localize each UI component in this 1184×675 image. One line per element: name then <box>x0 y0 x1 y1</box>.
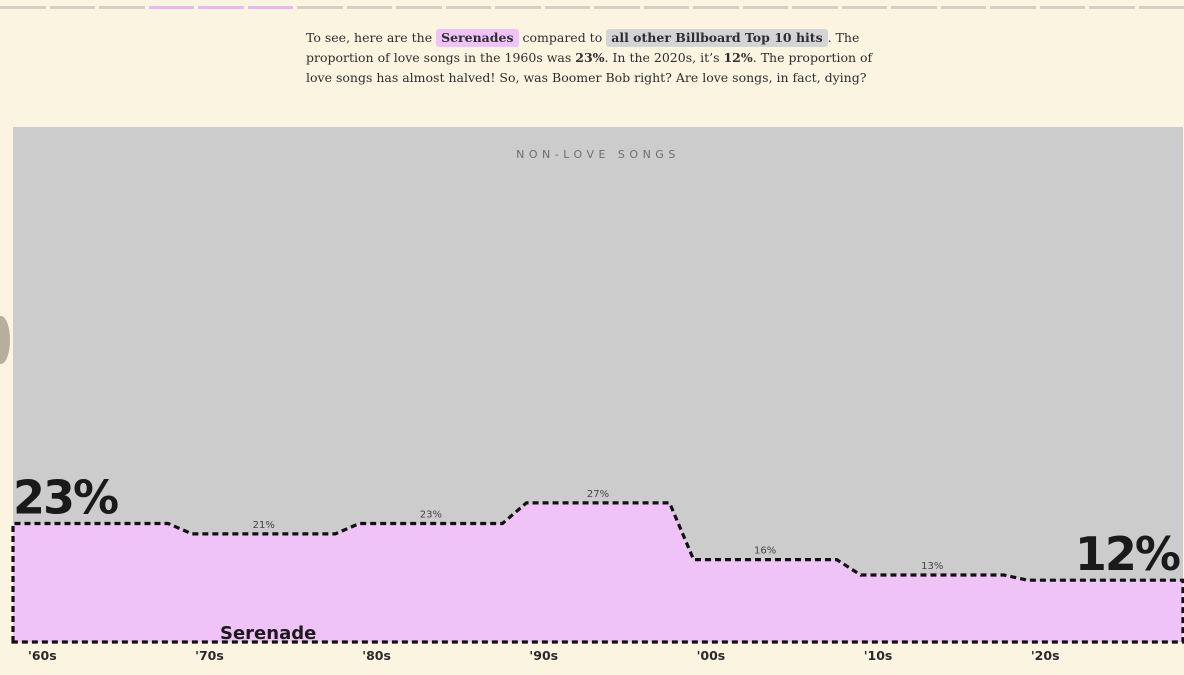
value-label: 23% <box>420 510 442 521</box>
progress-segment <box>247 6 293 9</box>
intro-text: To see, here are the <box>306 30 433 45</box>
intro-text: . The proportion of love songs in the 19… <box>306 30 860 65</box>
serenade-series-label: Serenade <box>220 623 316 644</box>
progress-segment <box>990 6 1036 9</box>
progress-segment <box>445 6 491 9</box>
progress-segment <box>297 6 343 9</box>
progress-segment <box>841 6 887 9</box>
serenades-tag[interactable]: Serenades <box>436 29 519 47</box>
progress-segment <box>643 6 689 9</box>
x-tick-label: '90s <box>529 648 558 663</box>
value-label: 21% <box>253 520 275 531</box>
progress-segment <box>198 6 244 9</box>
progress-segment <box>1138 6 1184 9</box>
x-tick-label: '60s <box>28 648 57 663</box>
progress-segment <box>396 6 442 9</box>
progress-segment <box>49 6 95 9</box>
x-tick-label: '20s <box>1031 648 1060 663</box>
value-label: 16% <box>754 546 776 557</box>
progress-segment <box>495 6 541 9</box>
other-hits-tag[interactable]: all other Billboard Top 10 hits <box>606 29 828 47</box>
x-tick-label: '70s <box>195 648 224 663</box>
intro-text: compared to <box>522 30 603 45</box>
x-tick-label: '00s <box>697 648 726 663</box>
non-love-songs-label: NON-LOVE SONGS <box>516 148 680 161</box>
side-handle[interactable] <box>0 316 10 364</box>
intro-paragraph: To see, here are the Serenades compared … <box>306 28 896 88</box>
big-value-label: 12% <box>1075 527 1180 581</box>
love-songs-outline <box>11 501 1184 644</box>
value-label: 27% <box>587 489 609 500</box>
progress-segment <box>544 6 590 9</box>
progress-segment <box>594 6 640 9</box>
x-tick-label: '10s <box>864 648 893 663</box>
progress-segment <box>99 6 145 9</box>
intro-text: . In the 2020s, it’s <box>604 50 720 65</box>
x-tick-label: '80s <box>362 648 391 663</box>
progress-segment <box>693 6 739 9</box>
big-value-label: 23% <box>13 471 118 525</box>
pct-2020s: 12% <box>723 50 753 65</box>
progress-segment <box>0 6 46 9</box>
story-progress-bar <box>0 0 1184 12</box>
progress-segment <box>742 6 788 9</box>
love-songs-area <box>13 502 1183 642</box>
progress-segment <box>792 6 838 9</box>
intro-text: . The proportion of love songs has almos… <box>306 50 873 85</box>
pct-1960s: 23% <box>575 50 605 65</box>
progress-segment <box>1089 6 1135 9</box>
progress-segment <box>940 6 986 9</box>
progress-segment <box>346 6 392 9</box>
progress-segment <box>891 6 937 9</box>
progress-segment <box>148 6 194 9</box>
progress-segment <box>1039 6 1085 9</box>
value-label: 13% <box>921 561 943 572</box>
